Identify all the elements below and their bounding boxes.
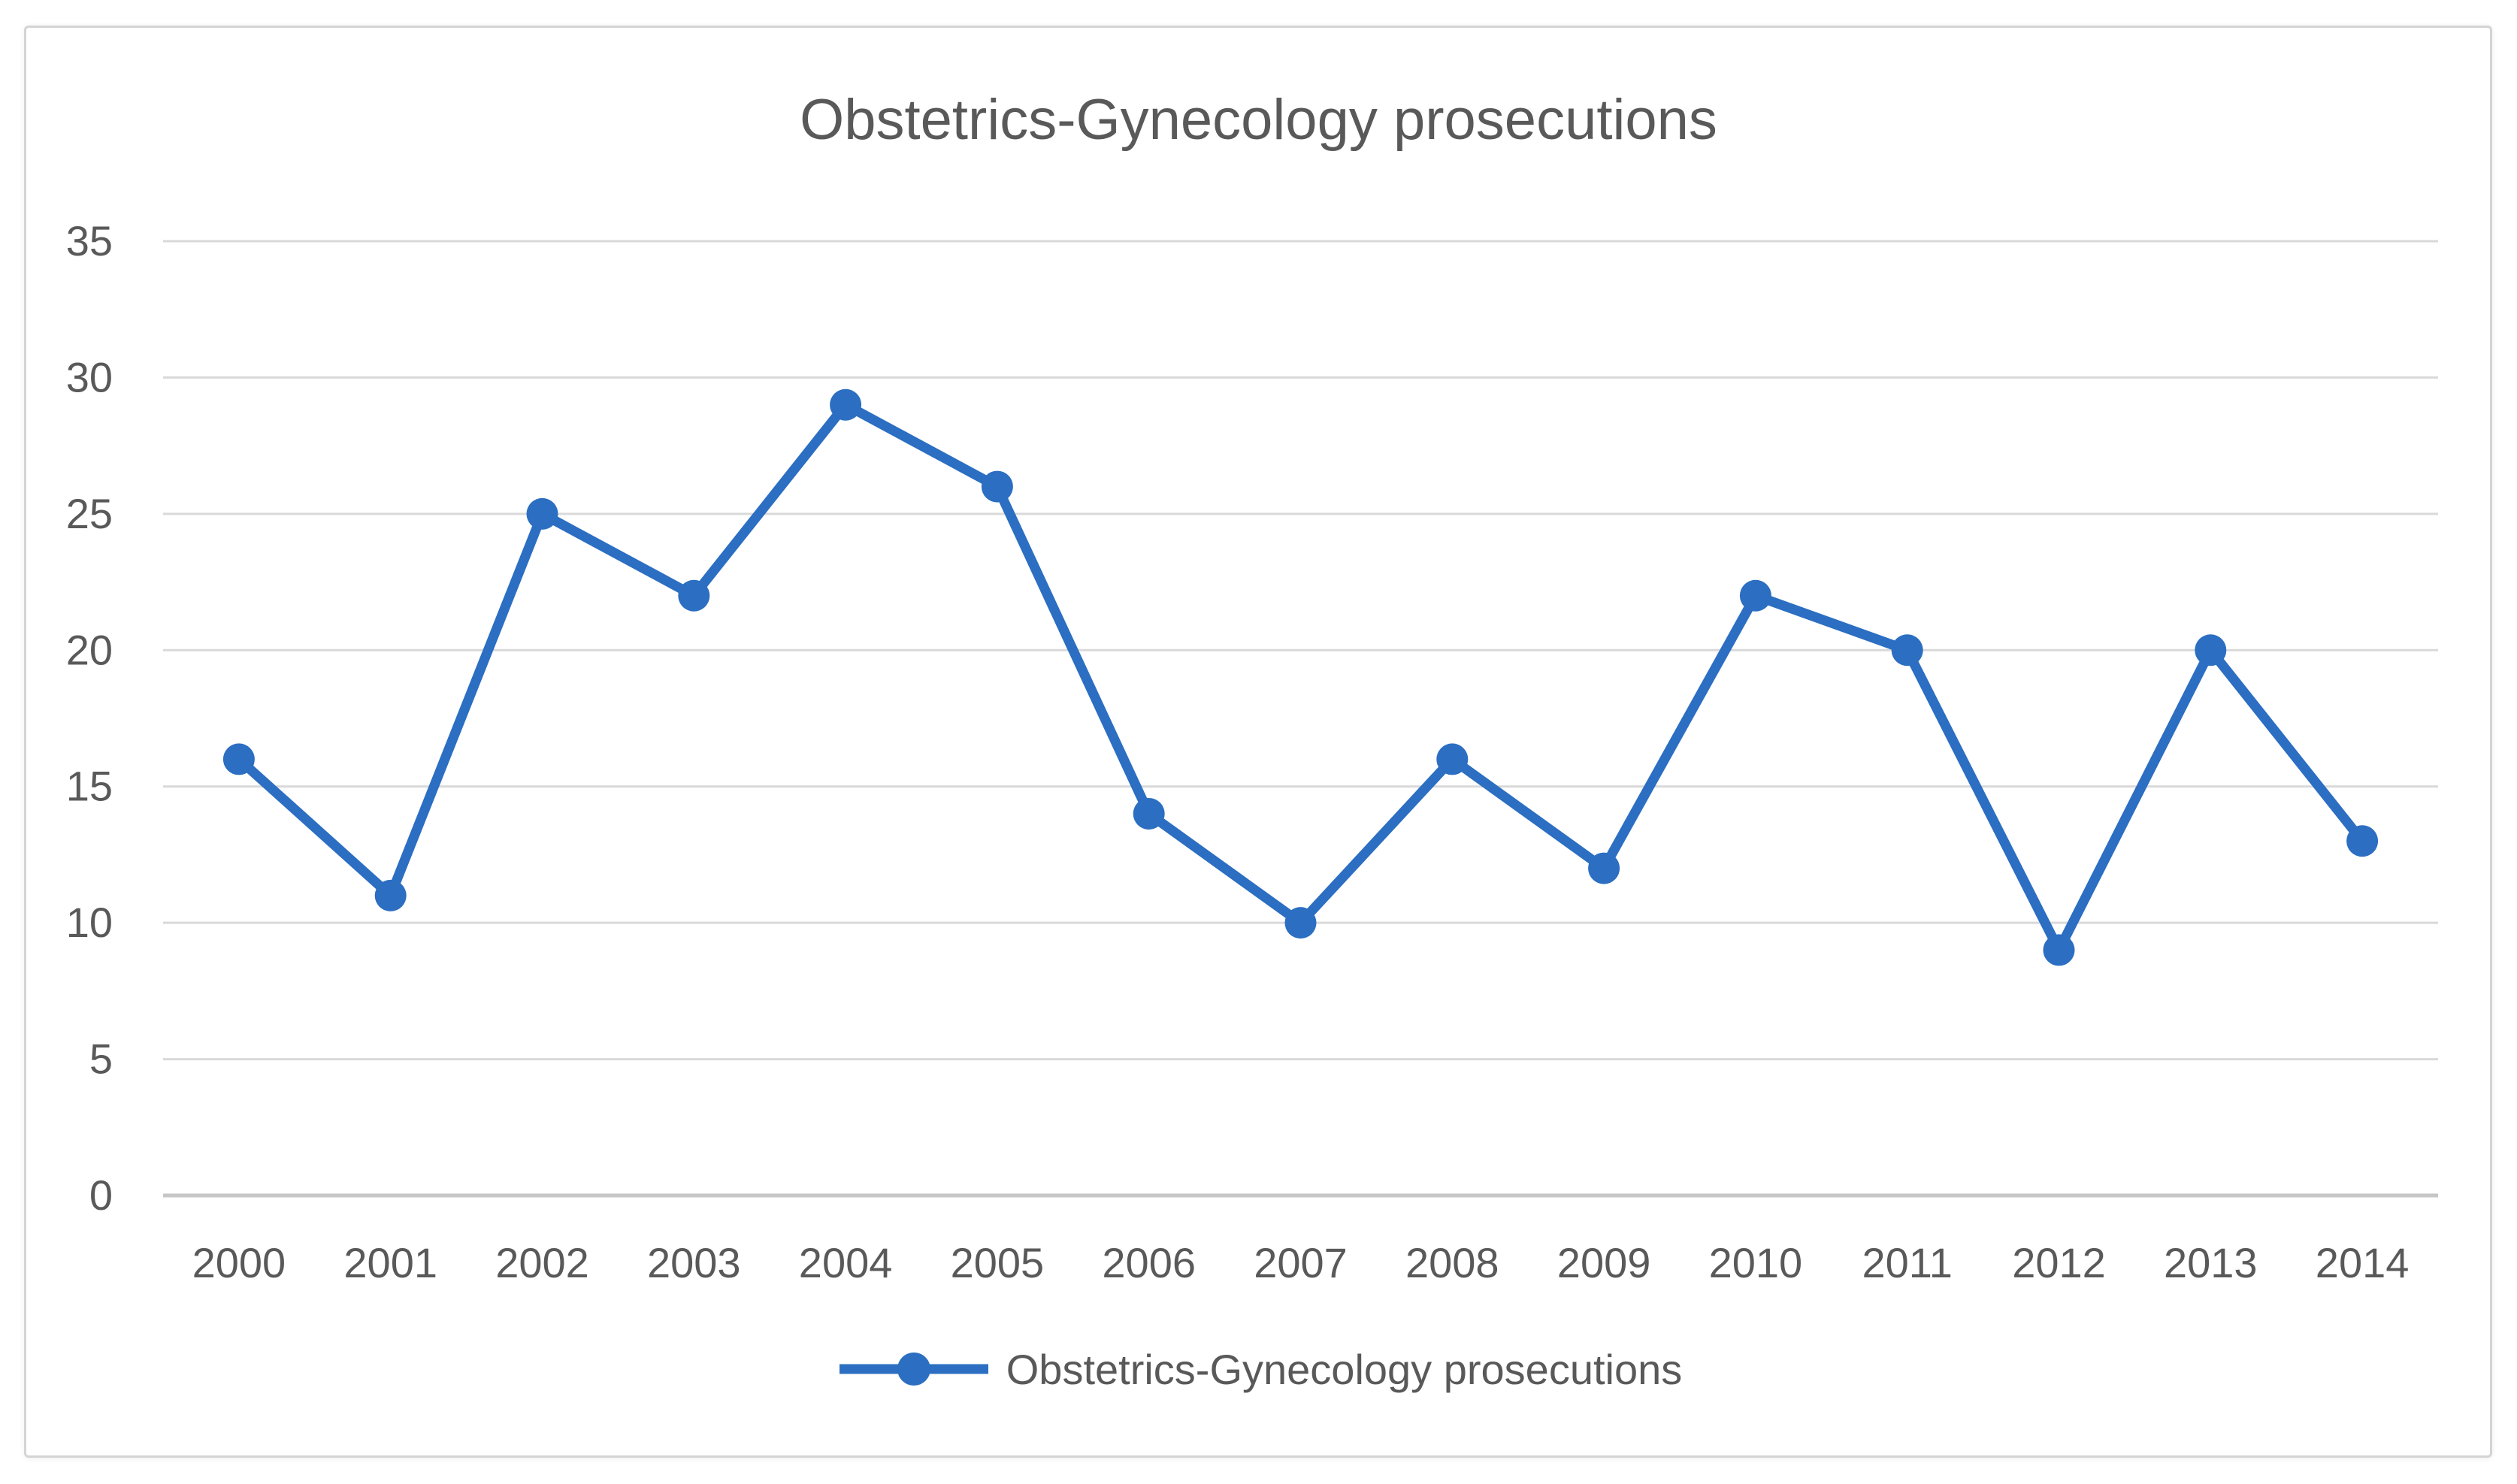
x-tick-label: 2007 xyxy=(1254,1239,1348,1286)
x-tick-label: 2011 xyxy=(1862,1239,1952,1286)
x-tick-label: 2010 xyxy=(1709,1239,1803,1286)
y-tick-label: 5 xyxy=(89,1035,113,1083)
data-point-marker xyxy=(1436,743,1469,775)
data-point-marker xyxy=(1588,852,1620,884)
legend-series-label: Obstetrics-Gynecology prosecutions xyxy=(1006,1345,1683,1393)
chart-title: Obstetrics-Gynecology prosecutions xyxy=(800,88,1717,152)
data-point-marker xyxy=(2346,825,2379,857)
gridlines xyxy=(163,240,2438,1198)
chart-frame xyxy=(24,26,2492,1458)
x-tick-label: 2006 xyxy=(1102,1239,1196,1286)
data-point-marker xyxy=(374,879,407,911)
y-tick-label: 35 xyxy=(66,217,113,264)
data-point-marker xyxy=(981,470,1013,503)
x-tick-label: 2001 xyxy=(343,1239,437,1286)
data-point-marker xyxy=(1284,907,1317,939)
y-tick-label: 10 xyxy=(66,899,113,946)
x-tick-label: 2003 xyxy=(647,1239,741,1286)
x-tick-label: 2012 xyxy=(2012,1239,2106,1286)
y-tick-label: 0 xyxy=(89,1171,113,1219)
data-point-marker xyxy=(1891,634,1923,666)
data-point-markers xyxy=(222,388,2379,966)
x-tick-label: 2008 xyxy=(1405,1239,1499,1286)
data-point-marker xyxy=(830,388,862,421)
x-tick-label: 2004 xyxy=(799,1239,893,1286)
data-point-marker xyxy=(222,743,255,775)
legend-line-marker-icon xyxy=(839,1353,988,1386)
x-tick-label: 2002 xyxy=(495,1239,589,1286)
x-tick-label: 2000 xyxy=(192,1239,286,1286)
x-tick-label: 2009 xyxy=(1557,1239,1651,1286)
data-point-marker xyxy=(2195,634,2227,666)
data-point-marker xyxy=(526,497,558,530)
legend: Obstetrics-Gynecology prosecutions xyxy=(0,1342,2517,1396)
y-tick-label: 30 xyxy=(66,353,113,400)
data-line xyxy=(234,400,2367,955)
data-point-marker xyxy=(1133,798,1165,830)
y-tick-label: 25 xyxy=(66,490,113,537)
x-tick-label: 2005 xyxy=(951,1239,1045,1286)
x-tick-label: 2014 xyxy=(2316,1239,2410,1286)
data-point-marker xyxy=(1739,579,1771,612)
data-point-marker xyxy=(2043,934,2075,966)
data-point-marker xyxy=(678,579,710,612)
y-tick-label: 15 xyxy=(66,763,113,810)
x-axis-tick-labels: 2000 2001 2002 2003 2004 2005 2006 2007 2008 2009… xyxy=(192,1239,2410,1286)
y-tick-label: 20 xyxy=(66,626,113,673)
legend-marker-icon xyxy=(897,1353,930,1386)
x-tick-label: 2013 xyxy=(2164,1239,2258,1286)
y-axis-tick-labels: 0 5 10 15 20 25 30 35 xyxy=(66,217,113,1219)
